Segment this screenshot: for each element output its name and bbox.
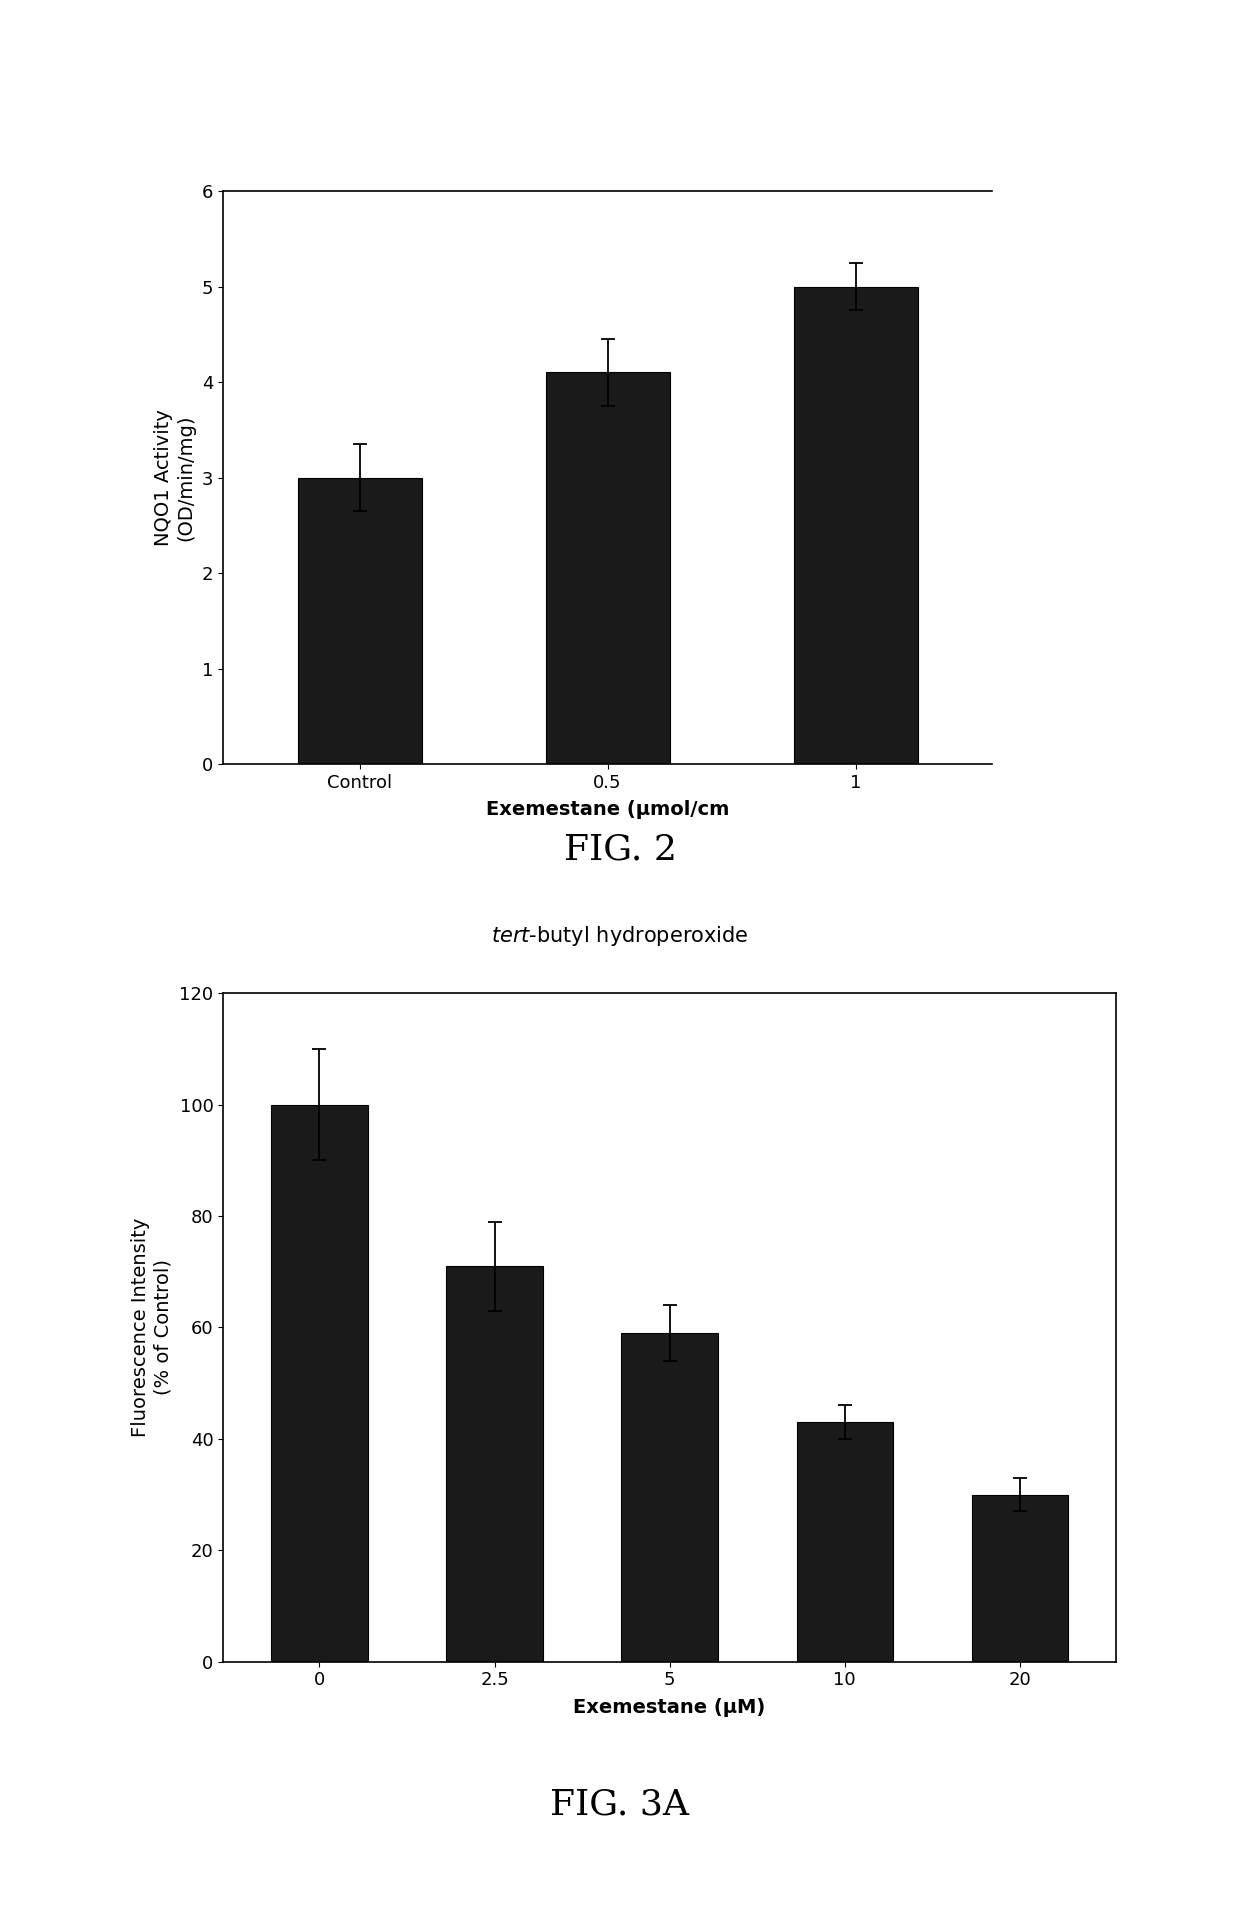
- Bar: [796, 1423, 893, 1662]
- X-axis label: Exemestane (μmol/cm: Exemestane (μmol/cm: [486, 800, 729, 819]
- Text: FIG. 3A: FIG. 3A: [551, 1788, 689, 1822]
- Bar: [298, 478, 422, 764]
- Bar: [546, 372, 670, 764]
- Y-axis label: Fluorescence Intensity
(% of Control): Fluorescence Intensity (% of Control): [131, 1219, 172, 1436]
- Text: $\it{tert}$-butyl hydroperoxide: $\it{tert}$-butyl hydroperoxide: [491, 924, 749, 947]
- Bar: [794, 286, 918, 764]
- Text: FIG. 2: FIG. 2: [563, 833, 677, 867]
- Bar: [621, 1333, 718, 1662]
- Bar: [972, 1494, 1068, 1662]
- Y-axis label: NQO1 Activity
(OD/min/mg): NQO1 Activity (OD/min/mg): [154, 409, 195, 546]
- X-axis label: Exemestane (μM): Exemestane (μM): [573, 1698, 766, 1717]
- Bar: [446, 1266, 543, 1662]
- Bar: [272, 1104, 367, 1662]
